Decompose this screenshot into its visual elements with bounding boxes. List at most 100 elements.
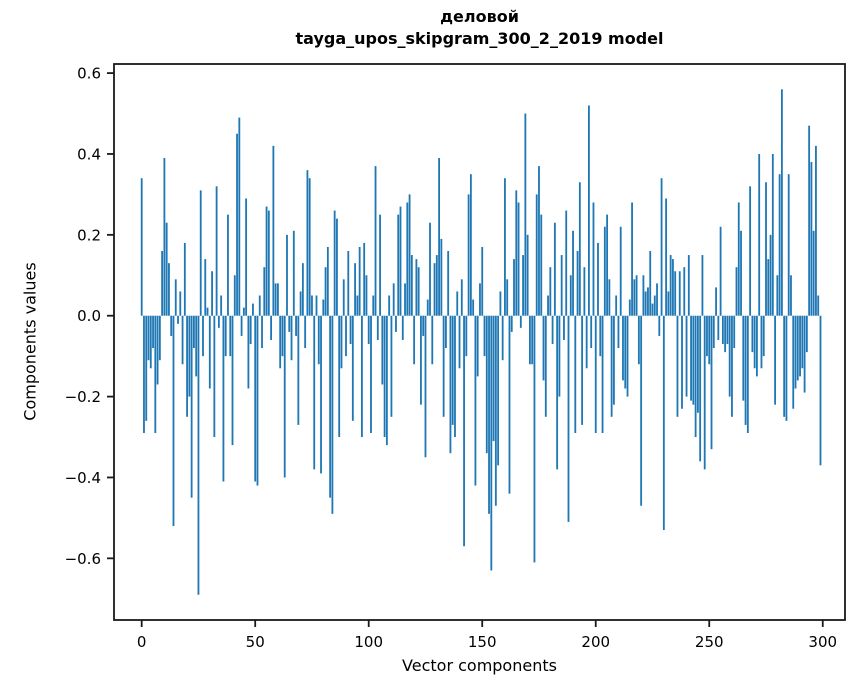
bar (374, 166, 377, 316)
bar (292, 230, 295, 316)
bar (401, 315, 404, 340)
bar (326, 246, 329, 316)
bar (345, 315, 347, 357)
bar (301, 263, 304, 316)
bar (224, 315, 227, 357)
bar (388, 295, 391, 316)
bar (751, 315, 754, 353)
bar (422, 315, 425, 336)
bar (588, 105, 590, 316)
bar (794, 315, 797, 389)
bar (283, 315, 286, 478)
bar (560, 255, 563, 316)
bar (656, 283, 658, 316)
bar (438, 158, 440, 316)
bar (803, 315, 806, 393)
bar (667, 291, 670, 316)
bar (365, 275, 368, 316)
bar (204, 259, 207, 316)
bar (765, 182, 767, 316)
bar (528, 315, 531, 365)
bar (674, 271, 677, 316)
bar (792, 315, 795, 409)
bar (158, 315, 161, 361)
bar (356, 295, 359, 316)
bar (494, 315, 497, 506)
bar (165, 222, 168, 316)
bar (458, 315, 461, 369)
bar (424, 315, 427, 458)
bar (429, 222, 431, 316)
bar (790, 275, 792, 316)
bar (715, 287, 717, 316)
bar (606, 214, 608, 316)
x-tick-label: 200 (581, 633, 610, 651)
bar (612, 315, 615, 405)
bar (508, 315, 511, 494)
bar (592, 202, 595, 316)
bar (624, 315, 627, 389)
bar (202, 315, 204, 357)
bar (170, 315, 173, 336)
bar (222, 315, 225, 482)
bar (526, 234, 529, 316)
bar (188, 315, 191, 397)
bar (501, 315, 504, 361)
bar (649, 251, 652, 316)
bar (683, 267, 686, 316)
bar (778, 174, 781, 316)
bar (746, 315, 749, 433)
bar (211, 271, 213, 316)
bar (193, 315, 195, 349)
x-axis-label: Vector components (402, 656, 557, 675)
y-tick-label: 0.2 (77, 226, 101, 244)
bar (281, 315, 284, 357)
bar (265, 206, 268, 316)
bar (626, 315, 629, 397)
bar (708, 315, 711, 365)
bar (758, 153, 761, 316)
bar (336, 218, 338, 316)
bar (692, 315, 695, 405)
bar (553, 222, 556, 316)
bar (140, 178, 143, 316)
bar (535, 194, 538, 316)
x-tick-label: 100 (354, 633, 383, 651)
bar (274, 283, 277, 316)
bar (799, 315, 801, 377)
bar (724, 315, 727, 353)
bar (315, 295, 318, 316)
y-tick-label: 0.6 (77, 65, 101, 83)
bar (454, 315, 456, 438)
bar (143, 315, 145, 433)
bar (565, 210, 568, 316)
bar (576, 251, 579, 316)
bar (311, 295, 313, 316)
bar (361, 315, 363, 438)
bar (367, 315, 370, 345)
bar (519, 315, 522, 328)
bar (658, 315, 661, 336)
bar (449, 315, 452, 454)
bar (295, 315, 297, 336)
bar (590, 315, 593, 349)
bar (653, 295, 656, 316)
bar (254, 315, 257, 482)
bar (617, 315, 620, 349)
bar (796, 315, 799, 381)
bar (324, 267, 327, 316)
bar (783, 315, 786, 417)
chart-title-model: tayga_upos_skipgram_300_2_2019 model (295, 29, 664, 48)
bar (147, 315, 150, 361)
bar (433, 263, 436, 316)
x-tick-label: 50 (246, 633, 265, 651)
bar (610, 315, 613, 417)
bar (376, 315, 379, 340)
bar (817, 295, 820, 316)
bar (687, 255, 690, 316)
bar (476, 315, 479, 377)
bar (522, 255, 524, 316)
bar (690, 315, 692, 401)
bar (358, 246, 361, 316)
bar (504, 178, 506, 316)
